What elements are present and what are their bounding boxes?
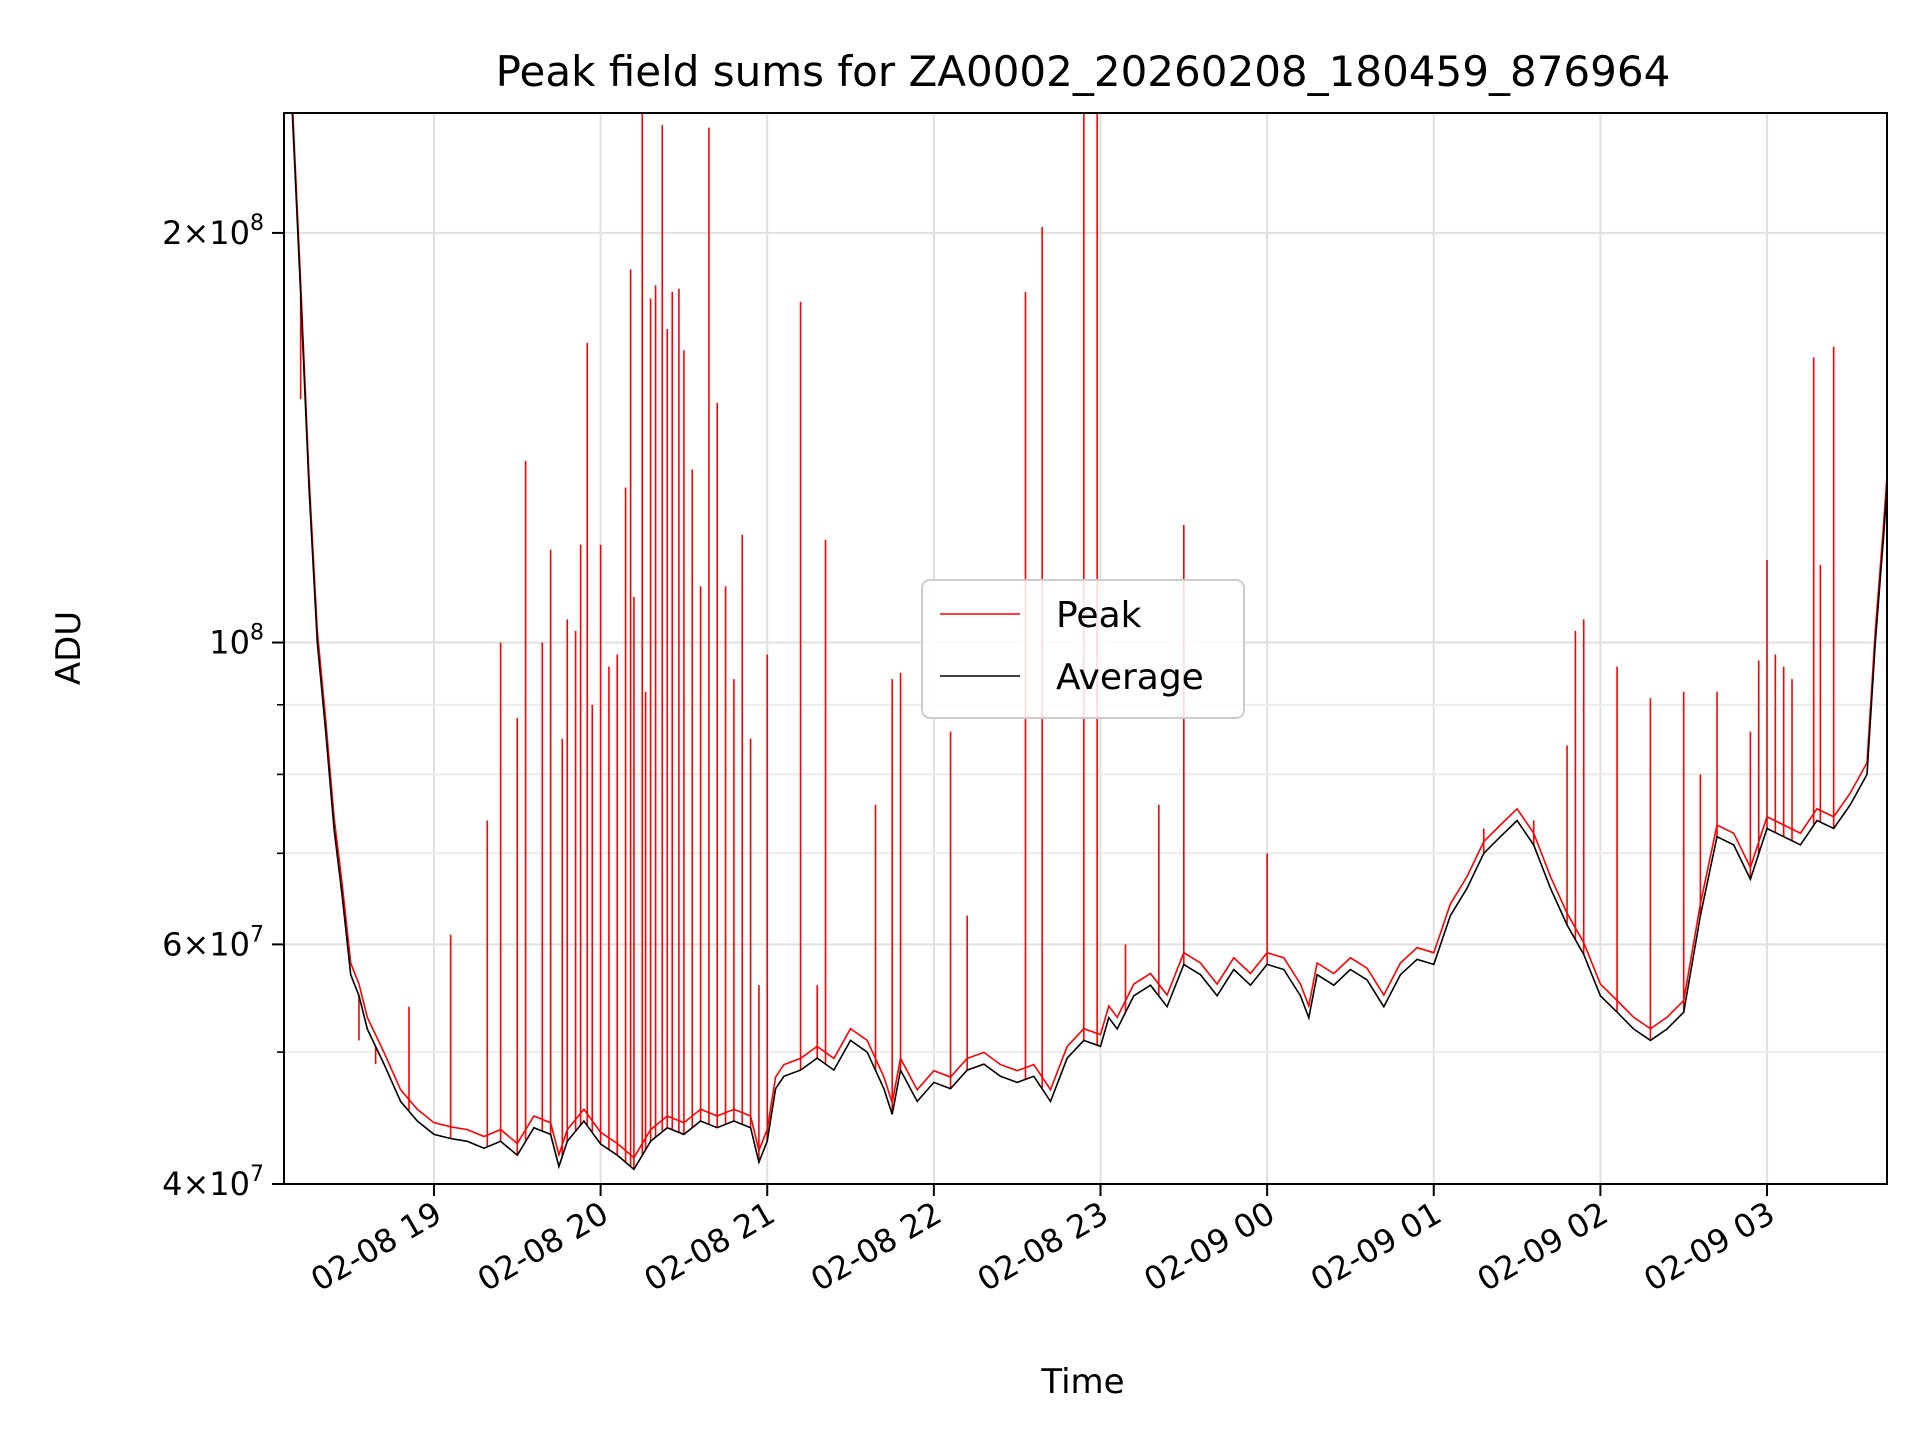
y-tick-base: 10: [209, 624, 250, 662]
y-tick-base: 6×10: [162, 925, 250, 963]
y-tick-base: 4×10: [162, 1165, 250, 1203]
legend: Peak Average: [921, 579, 1245, 719]
plot-area: [284, 113, 1887, 1171]
y-tick-label: 2×108: [162, 211, 264, 252]
legend-average-label: Average: [1056, 657, 1204, 698]
average-series-line: [284, 113, 1887, 1171]
legend-peak-label: Peak: [1056, 595, 1142, 636]
chart-title: Peak field sums for ZA0002_20260208_1804…: [496, 47, 1671, 96]
y-tick-exponent: 8: [250, 621, 264, 646]
y-tick-base: 2×10: [162, 214, 250, 252]
y-axis-label: ADU: [49, 611, 89, 685]
x-axis-label: Time: [1040, 1362, 1124, 1402]
y-tick-label: 108: [209, 621, 264, 662]
y-tick-exponent: 8: [250, 211, 264, 236]
y-tick-exponent: 7: [250, 1162, 264, 1187]
y-tick-label: 4×107: [162, 1162, 264, 1203]
peak-series: [292, 113, 1887, 1170]
y-tick-label: 6×107: [162, 922, 264, 963]
y-tick-exponent: 7: [250, 922, 264, 947]
plot-frame: [283, 112, 1888, 1185]
